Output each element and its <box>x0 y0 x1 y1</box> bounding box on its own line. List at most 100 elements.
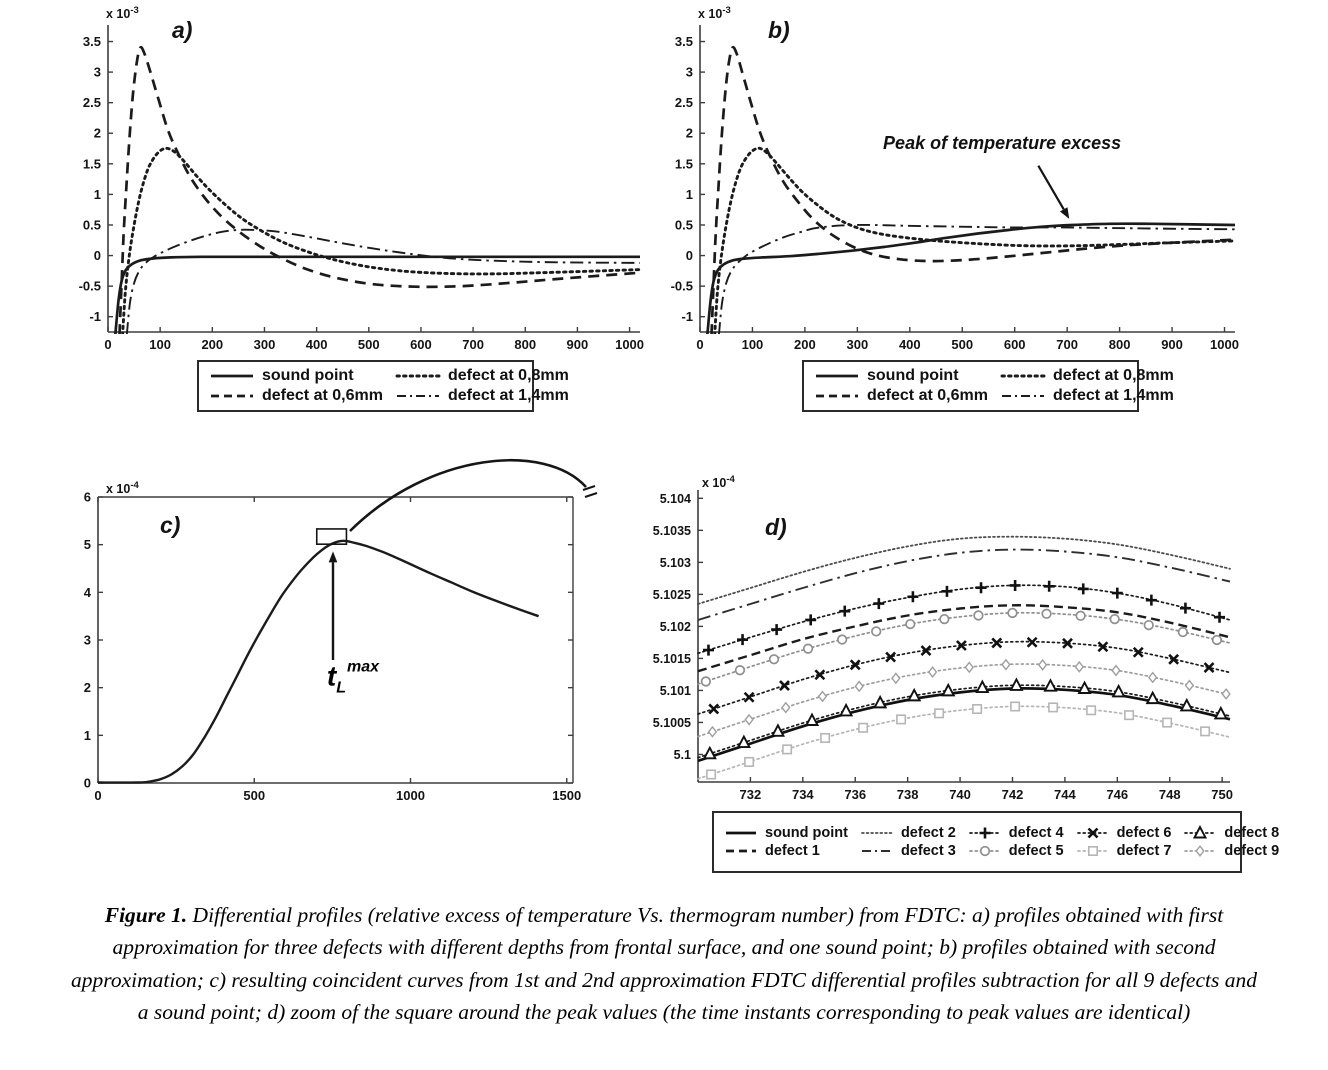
svg-text:400: 400 <box>899 337 921 352</box>
svg-text:0.5: 0.5 <box>83 217 101 232</box>
panel-d-chart: 732 734 736 738 740 742 744 746 748 750 5.1 5.1005 5… <box>653 474 1233 802</box>
series-defect-8 <box>697 677 1231 760</box>
legend-item-defect-7: defect 7 <box>1066 842 1174 860</box>
svg-text:-0.5: -0.5 <box>79 279 101 294</box>
legend-line-sample-finedot <box>861 832 893 834</box>
legend-label: defect at 0,6mm <box>262 387 383 404</box>
svg-text:200: 200 <box>794 337 816 352</box>
caption-body: Differential profiles (relative excess o… <box>71 903 1257 1024</box>
series-defect-at-0-6mm <box>710 45 1236 334</box>
svg-text:5.1: 5.1 <box>674 748 691 762</box>
svg-text:0.5: 0.5 <box>675 217 693 232</box>
legend-line-sample-plus-marker <box>968 827 1001 839</box>
svg-text:c): c) <box>160 512 180 538</box>
legend-label: sound point <box>765 825 848 841</box>
svg-text:500: 500 <box>243 788 265 803</box>
series-defect-3 <box>697 548 1231 621</box>
axes: 0 100 200 300 400 500 600 700 800 900 1000 -1 -0.5 0 0… <box>79 25 644 352</box>
svg-text:900: 900 <box>1161 337 1183 352</box>
legend-label: defect 5 <box>1008 843 1064 859</box>
legend-label: defect 2 <box>900 825 956 841</box>
svg-text:732: 732 <box>740 787 762 802</box>
svg-text:3.5: 3.5 <box>675 34 693 49</box>
svg-text:d): d) <box>765 514 787 540</box>
svg-text:750: 750 <box>1211 787 1233 802</box>
legend-line-sample-dotted <box>1000 374 1046 378</box>
legend-line-sample-triangle-marker <box>1184 824 1217 839</box>
annotation: Peak of temperature excess <box>883 133 1121 153</box>
svg-text:600: 600 <box>1004 337 1026 352</box>
legend-line-sample-dashdot <box>1001 395 1044 397</box>
series-defect-9 <box>697 658 1231 738</box>
svg-text:4: 4 <box>84 585 92 600</box>
svg-text:746: 746 <box>1106 787 1128 802</box>
svg-text:2: 2 <box>686 126 693 141</box>
svg-text:x 10-4: x 10-4 <box>702 474 736 490</box>
svg-text:x 10-4: x 10-4 <box>106 480 140 496</box>
figure-caption: Figure 1. Differential profiles (relativ… <box>64 899 1264 1028</box>
svg-text:3: 3 <box>84 633 91 648</box>
svg-text:5.1035: 5.1035 <box>653 524 691 538</box>
svg-text:1.5: 1.5 <box>675 156 693 171</box>
svg-text:1: 1 <box>84 728 91 743</box>
series-defect-4 <box>697 579 1231 656</box>
legend-label: defect at 1,4mm <box>447 387 569 404</box>
legend-line-sample-diamond-marker <box>1184 845 1217 857</box>
svg-text:1000: 1000 <box>1210 337 1239 352</box>
series-defect-1 <box>697 604 1231 673</box>
svg-text:a): a) <box>172 17 192 43</box>
legend-label: defect 6 <box>1116 825 1172 841</box>
svg-text:736: 736 <box>844 787 866 802</box>
svg-text:740: 740 <box>949 787 971 802</box>
svg-text:5.103: 5.103 <box>660 556 691 570</box>
panel-b-chart: 0 100 200 300 400 500 600 700 800 900 1000 -1 -0.5 0 0… <box>671 5 1239 352</box>
svg-text:2: 2 <box>84 680 91 695</box>
svg-text:3.5: 3.5 <box>83 34 101 49</box>
series-defect-2 <box>697 535 1231 605</box>
legend-item-defect-3: defect 3 <box>850 842 958 860</box>
legend-line-sample-dashed <box>816 394 858 398</box>
series-defect-6 <box>697 636 1231 715</box>
svg-text:0: 0 <box>94 248 101 263</box>
svg-text:b): b) <box>768 17 790 43</box>
svg-text:-1: -1 <box>681 309 693 324</box>
axes: 732 734 736 738 740 742 744 746 748 750 5.1 5.1005 5… <box>653 490 1233 802</box>
svg-text:1000: 1000 <box>396 788 425 803</box>
legend-item-defect-6: defect 6 <box>1066 824 1174 842</box>
svg-text:200: 200 <box>201 337 223 352</box>
svg-text:5.1005: 5.1005 <box>653 716 691 730</box>
legend-line-sample-solid <box>816 374 858 378</box>
series-defect-at-0-6mm <box>118 45 641 334</box>
svg-text:748: 748 <box>1159 787 1181 802</box>
svg-text:0: 0 <box>104 337 111 352</box>
svg-text:-0.5: -0.5 <box>671 279 693 294</box>
svg-text:800: 800 <box>514 337 536 352</box>
svg-text:800: 800 <box>1109 337 1131 352</box>
annotation <box>315 528 348 545</box>
svg-text:0: 0 <box>84 776 91 791</box>
legend-label: defect 3 <box>900 843 956 859</box>
legend-item-defect-9: defect 9 <box>1173 842 1281 860</box>
legend-item-defect-1: defect 1 <box>714 842 850 860</box>
legend-line-sample-dotted <box>395 374 441 378</box>
svg-text:1000: 1000 <box>615 337 644 352</box>
series-defect-5 <box>697 607 1231 687</box>
caption-prefix: Figure 1. <box>104 903 188 927</box>
legend-panel-b: sound point defect at 0,8mm defect at 0,6m… <box>802 360 1174 412</box>
svg-text:x 10-3: x 10-3 <box>698 5 731 21</box>
svg-text:2: 2 <box>94 126 101 141</box>
svg-text:744: 744 <box>1054 787 1076 802</box>
svg-text:3: 3 <box>94 65 101 80</box>
svg-text:300: 300 <box>254 337 276 352</box>
annotation <box>1037 165 1070 219</box>
svg-text:Peak of temperature excess: Peak of temperature excess <box>883 133 1121 153</box>
legend-item-defect-5: defect 5 <box>958 842 1066 860</box>
series-defect-at-1-4mm <box>125 228 641 334</box>
series-defect-7 <box>697 701 1231 780</box>
legend-label: defect 9 <box>1224 843 1280 859</box>
svg-text:-1: -1 <box>89 309 101 324</box>
svg-text:5.1025: 5.1025 <box>653 588 691 602</box>
legend-item-sound-point: sound point <box>199 366 385 386</box>
svg-text:5.101: 5.101 <box>660 684 691 698</box>
